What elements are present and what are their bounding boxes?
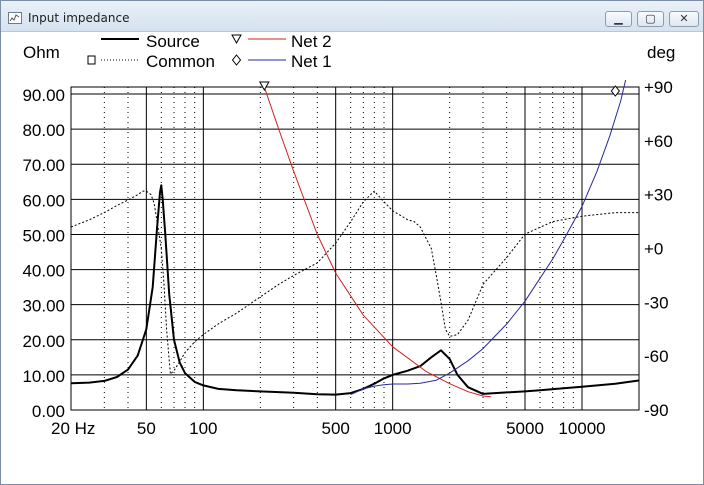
chart-window-icon[interactable] [8,12,22,24]
x-tick-label: 100 [189,419,217,438]
close-button[interactable]: ✕ [669,11,699,27]
minimize-button[interactable]: ▁ [605,11,632,27]
legend-label-common: Common [146,52,215,71]
x-tick-label: 50 [137,419,156,438]
axes: Ohm deg 90.00 80.00 70.00 60.00 50.00 40.00 30… [22,43,675,438]
series-layer [70,79,640,398]
y-tick-label-left: 30.00 [22,297,65,316]
x-tick-label: 20 Hz [51,419,95,438]
marker-net1[interactable] [610,85,620,97]
y-tick-label-right: -30 [644,293,669,312]
y-tick-label-left: 80.00 [22,121,65,140]
legend-triangle-marker [231,34,242,45]
maximize-button[interactable]: ▢ [637,11,664,27]
y-tick-label-left: 40.00 [22,262,65,281]
legend-square-marker [87,55,96,65]
x-tick-label: 5000 [506,419,544,438]
x-tick-label: 500 [321,419,349,438]
legend: Source Common Net 2 Net 1 [87,32,332,71]
y-tick-label-left: 70.00 [22,156,65,175]
y-tick-label-right: +90 [644,78,673,97]
legend-diamond-marker [231,54,242,66]
y-tick-label-right: +30 [644,186,673,205]
y-tick-label-left: 20.00 [22,332,65,351]
series-line-common [70,190,639,375]
series-line-net-1 [350,79,627,396]
y-axis-label-right: deg [647,43,675,62]
window-title: Input impedance [28,11,130,25]
series-line-net-2 [263,86,491,398]
y-tick-label-left: 0.00 [32,402,65,421]
minimize-icon: ▁ [614,12,623,25]
x-tick-label: 1000 [374,419,412,438]
y-tick-label-left: 60.00 [22,191,65,210]
y-axis-label-left: Ohm [23,43,60,62]
close-icon: ✕ [679,12,689,25]
legend-label-net2: Net 2 [291,32,332,51]
title-bar[interactable]: Input impedance ▁ ▢ ✕ [1,1,703,32]
x-tick-label: 10000 [558,419,605,438]
y-tick-label-right: +0 [644,240,663,259]
impedance-chart: Ohm deg 90.00 80.00 70.00 60.00 50.00 40.00 30… [22,32,675,438]
y-tick-label-right: -90 [644,401,669,420]
y-tick-label-left: 50.00 [22,226,65,245]
legend-label-net1: Net 1 [291,52,332,71]
maximize-icon: ▢ [645,12,656,25]
y-tick-label-left: 90.00 [22,86,65,105]
y-tick-label-right: -60 [644,347,669,366]
y-tick-label-right: +60 [644,132,673,151]
legend-label-source: Source [146,32,200,51]
marker-net2[interactable] [258,81,270,92]
series-line-source [70,184,640,396]
y-tick-label-left: 10.00 [22,367,65,386]
